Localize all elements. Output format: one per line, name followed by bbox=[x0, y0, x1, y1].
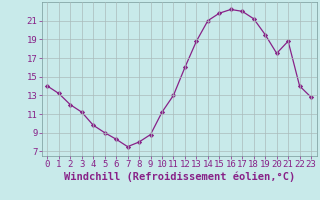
X-axis label: Windchill (Refroidissement éolien,°C): Windchill (Refroidissement éolien,°C) bbox=[64, 172, 295, 182]
